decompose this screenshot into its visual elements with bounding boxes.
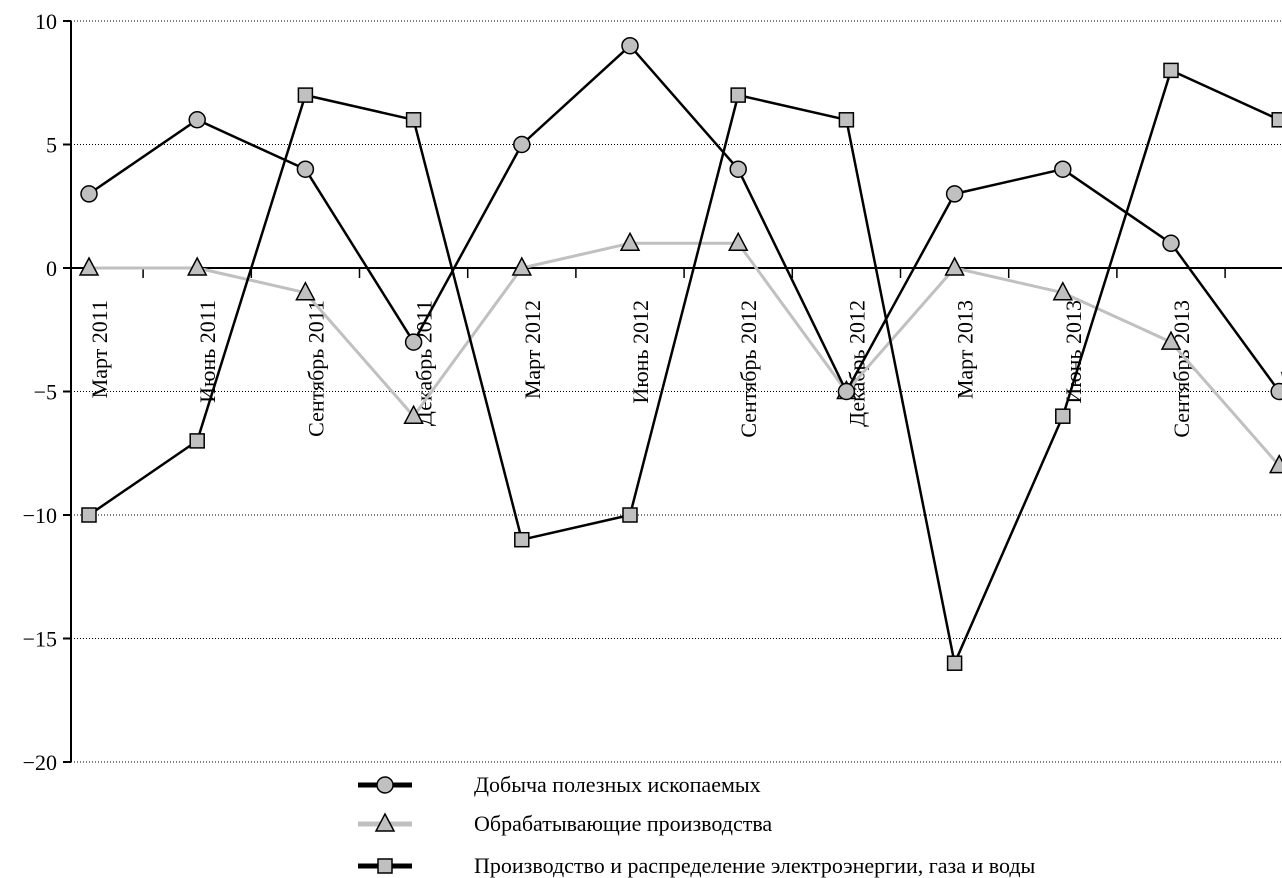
y-tick-label: −20 [23,750,57,775]
data-point-triangle [186,256,208,276]
legend-label: Обрабатывающие производства [474,811,772,836]
x-category-label: Сентябрь 2011 [303,300,328,437]
y-tick-label: 10 [35,9,57,34]
x-category-label: Декабрь 2012 [844,300,869,427]
data-point-circle [945,185,964,203]
legend-label: Производство и распределение электроэнер… [474,853,1036,878]
x-category-label: Июнь 2011 [195,300,220,403]
y-tick-label: 0 [46,256,57,281]
data-point-square [81,507,97,523]
y-tick-label: 5 [46,133,57,158]
data-point-square [1163,62,1179,79]
x-category-label: Март 2012 [520,300,545,399]
series-group [78,36,1282,671]
y-tick-label: −10 [23,503,57,528]
legend-label: Добыча полезных ископаемых [474,772,761,797]
data-point-circle [80,185,98,203]
series-line-circle [88,44,1281,393]
data-point-square [838,112,855,128]
legend-marker-triangle-icon [374,812,396,832]
data-point-square [405,112,422,128]
x-axis: Март 2011 Июнь 2011 Сентябрь 2011 Декабрь 2… [71,267,1282,438]
data-point-square [297,87,314,103]
data-point-triangle [1268,453,1282,474]
x-category-label: Июнь 2012 [628,300,653,404]
x-category-label: Декабрь 2013 [1277,300,1282,427]
data-point-circle [1162,234,1180,253]
data-point-circle [1270,382,1282,401]
data-point-triangle [944,256,965,276]
y-tick-label: −15 [23,627,57,652]
data-point-triangle [511,256,533,276]
data-point-square [1055,408,1071,424]
legend-marker-circle-icon [376,776,394,794]
x-category-label: Сентябрь 2012 [736,300,761,438]
series-line-square [88,69,1280,665]
x-category-label: Март 2011 [87,300,112,398]
data-point-circle [621,36,639,55]
data-point-circle [513,135,531,154]
data-point-circle [296,160,315,178]
data-point-circle [1054,160,1072,178]
x-category-label: Март 2013 [953,300,978,399]
data-point-square [946,655,963,671]
data-point-circle [837,382,856,401]
data-point-triangle [1052,281,1074,301]
x-category-label: Сентябрь 2013 [1169,300,1194,438]
data-point-triangle [727,231,749,252]
data-point-square [514,531,530,548]
data-point-circle [404,333,423,351]
gridlines [71,20,1282,763]
data-point-square [189,433,205,449]
x-category-label: Декабрь 2011 [412,300,437,426]
data-point-square [730,87,746,103]
y-tick-label: −5 [34,380,57,405]
data-point-triangle [78,256,100,276]
data-point-square [622,507,638,523]
legend-marker-square-icon [377,858,393,874]
data-point-triangle [295,281,316,301]
data-point-circle [188,111,206,129]
legend: Добыча полезных ископаемых Обрабатывающие… [358,772,1036,878]
y-axis: 10 5 0 −5 −10 −15 −20 [23,9,72,775]
series-line-triangle [89,241,1281,467]
data-point-triangle [619,231,641,252]
data-point-square [1271,112,1282,128]
data-point-triangle [1160,330,1182,350]
data-point-circle [729,160,747,178]
data-point-triangle [403,404,424,424]
